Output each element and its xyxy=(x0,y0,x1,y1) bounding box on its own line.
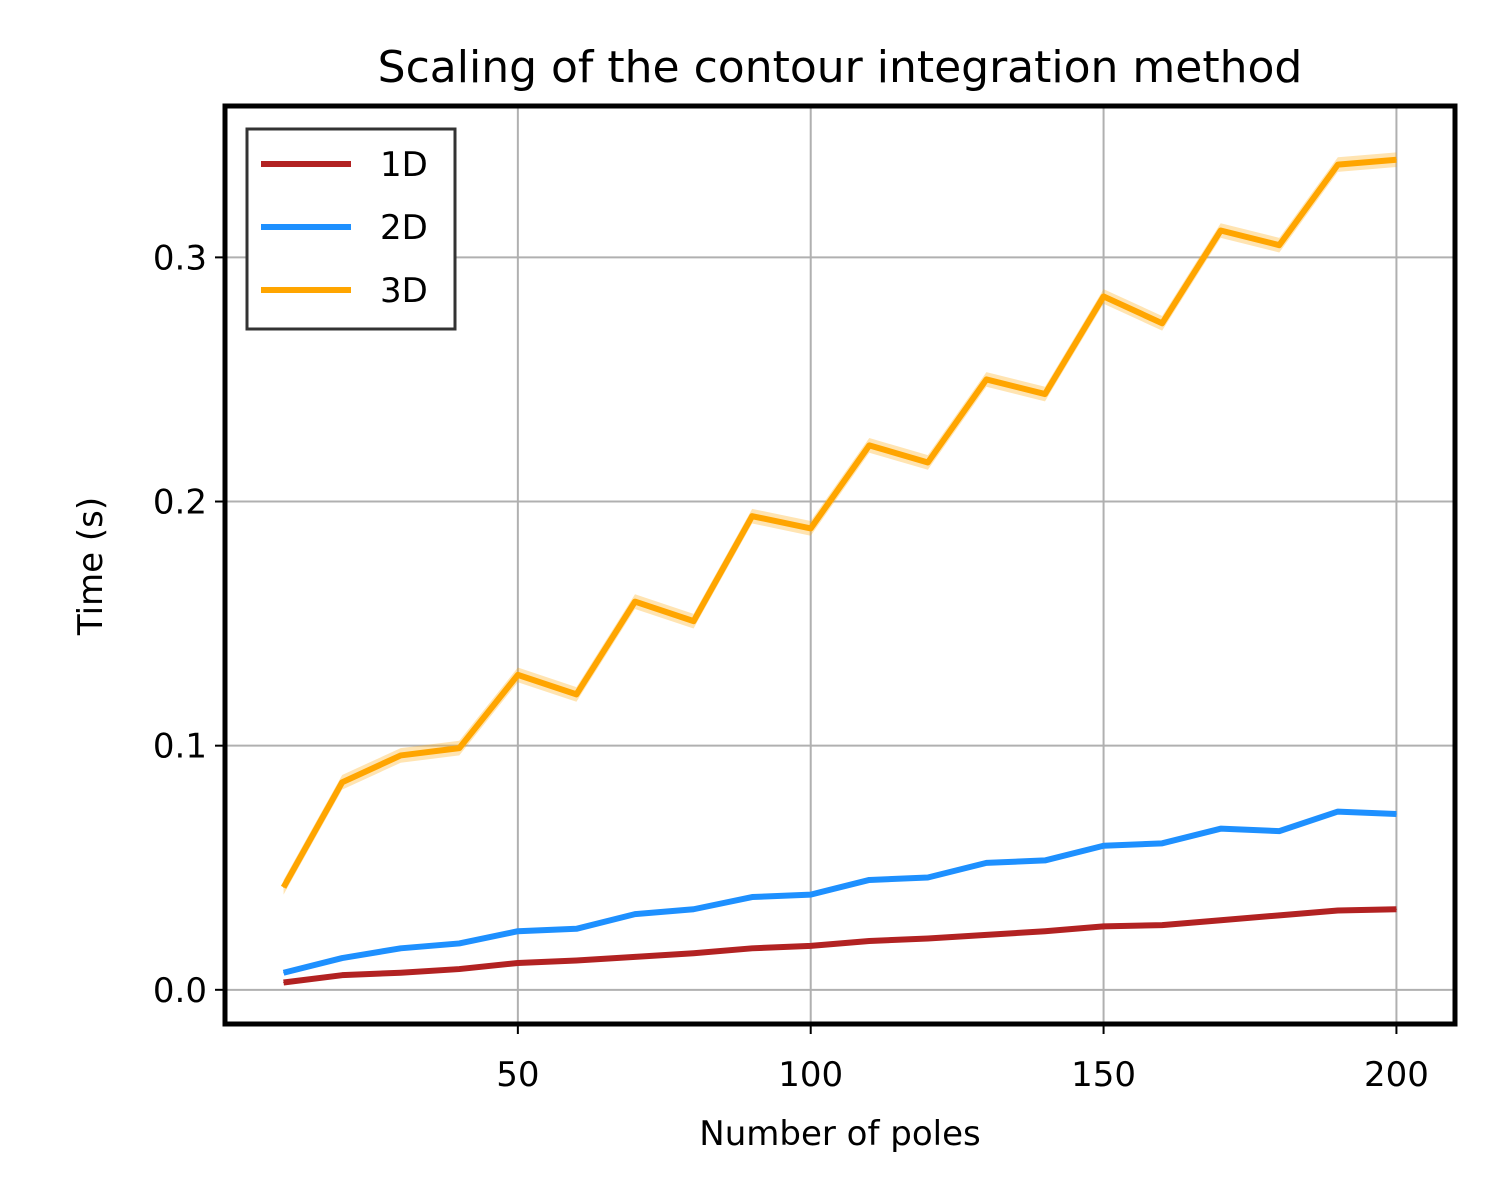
data-point-1D-40 xyxy=(458,968,460,970)
data-point-3D-130 xyxy=(985,378,987,380)
data-point-1D-160 xyxy=(1161,924,1163,926)
data-point-3D-140 xyxy=(1044,393,1046,395)
data-point-2D-140 xyxy=(1044,859,1046,861)
data-point-2D-20 xyxy=(341,957,343,959)
series-line-3D xyxy=(280,156,1397,889)
data-point-2D-80 xyxy=(693,908,695,910)
legend: 1D 2D 3D xyxy=(245,127,457,331)
data-point-3D-150 xyxy=(1103,295,1105,297)
data-point-1D-120 xyxy=(927,938,929,940)
data-point-2D-170 xyxy=(1220,828,1222,830)
x-axis-label: Number of poles xyxy=(699,1114,980,1154)
data-point-1D-170 xyxy=(1220,919,1222,921)
data-point-3D-190 xyxy=(1337,164,1339,166)
series-line-2D xyxy=(282,808,1397,976)
data-point-3D-40 xyxy=(458,747,460,749)
series-lines xyxy=(280,156,1397,986)
y-axis-label: Time (s) xyxy=(71,497,111,636)
data-point-1D-150 xyxy=(1103,925,1105,927)
data-point-1D-200 xyxy=(1395,908,1397,910)
data-point-3D-90 xyxy=(751,515,753,517)
data-point-3D-10 xyxy=(283,886,285,888)
data-point-1D-10 xyxy=(283,981,285,983)
data-point-3D-120 xyxy=(927,461,929,463)
data-point-2D-110 xyxy=(868,879,870,881)
data-point-1D-20 xyxy=(341,974,343,976)
data-point-1D-90 xyxy=(751,947,753,949)
data-point-3D-110 xyxy=(868,444,870,446)
y-tick-label: 0.3 xyxy=(153,238,207,278)
y-tick-label: 0.2 xyxy=(153,483,207,523)
data-point-3D-160 xyxy=(1161,322,1163,324)
data-point-1D-190 xyxy=(1337,909,1339,911)
data-point-2D-130 xyxy=(985,862,987,864)
data-point-2D-90 xyxy=(751,896,753,898)
data-point-3D-80 xyxy=(693,620,695,622)
data-point-2D-200 xyxy=(1395,813,1397,815)
data-point-2D-100 xyxy=(810,894,812,896)
data-point-1D-30 xyxy=(400,972,402,974)
chart-title: Scaling of the contour integration metho… xyxy=(378,42,1303,93)
legend-label-2D: 2D xyxy=(380,208,428,248)
data-point-2D-60 xyxy=(575,928,577,930)
data-point-1D-110 xyxy=(868,940,870,942)
legend-label-1D: 1D xyxy=(380,145,428,185)
legend-label-3D: 3D xyxy=(380,271,428,311)
data-point-2D-50 xyxy=(517,930,519,932)
y-tick-label: 0.0 xyxy=(153,971,207,1011)
data-point-2D-180 xyxy=(1278,830,1280,832)
y-tick-label: 0.1 xyxy=(153,727,207,767)
data-point-3D-60 xyxy=(575,693,577,695)
data-point-3D-30 xyxy=(400,754,402,756)
x-tick-label: 100 xyxy=(778,1055,843,1095)
data-point-3D-170 xyxy=(1220,230,1222,232)
data-point-2D-150 xyxy=(1103,845,1105,847)
data-point-3D-20 xyxy=(341,781,343,783)
plot-frame xyxy=(222,103,1458,1027)
data-point-1D-130 xyxy=(985,934,987,936)
x-tick-label: 150 xyxy=(1071,1055,1136,1095)
data-point-1D-60 xyxy=(575,960,577,962)
data-point-2D-160 xyxy=(1161,842,1163,844)
data-point-2D-190 xyxy=(1337,811,1339,813)
data-point-2D-70 xyxy=(634,913,636,915)
x-tick-label: 50 xyxy=(496,1055,539,1095)
data-point-2D-30 xyxy=(400,947,402,949)
axis-ticks: 50 100 150 200 0.0 0.1 0.2 0.3 xyxy=(153,238,1429,1095)
data-point-1D-140 xyxy=(1044,930,1046,932)
data-point-2D-40 xyxy=(458,942,460,944)
data-point-2D-10 xyxy=(283,972,285,974)
data-point-1D-100 xyxy=(810,945,812,947)
x-tick-label: 200 xyxy=(1364,1055,1429,1095)
data-point-2D-120 xyxy=(927,877,929,879)
data-point-1D-80 xyxy=(693,952,695,954)
series-line-1D xyxy=(283,906,1397,986)
data-point-3D-50 xyxy=(517,674,519,676)
data-point-3D-200 xyxy=(1395,159,1397,161)
data-point-3D-180 xyxy=(1278,244,1280,246)
data-point-1D-180 xyxy=(1278,914,1280,916)
data-point-1D-70 xyxy=(634,956,636,958)
data-point-1D-50 xyxy=(517,962,519,964)
data-point-3D-100 xyxy=(810,527,812,529)
data-point-3D-70 xyxy=(634,601,636,603)
